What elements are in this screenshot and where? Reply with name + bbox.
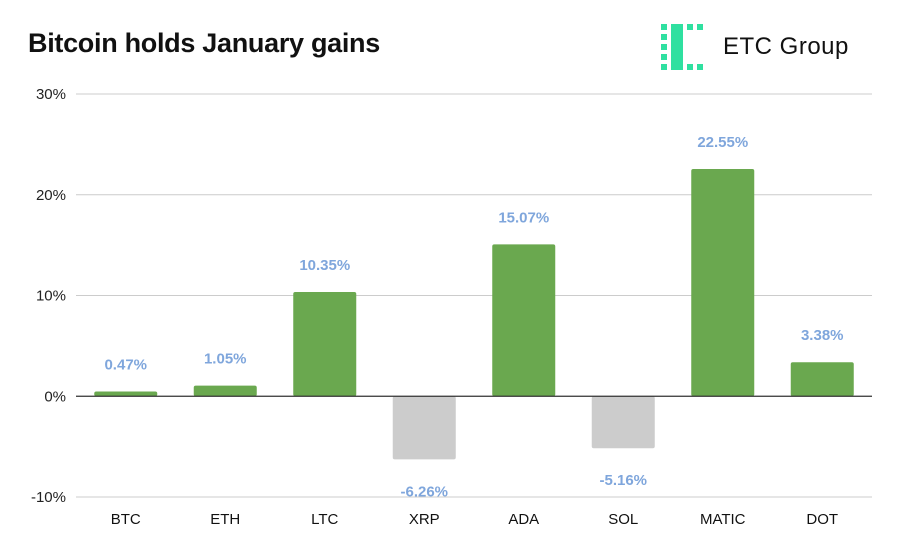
y-tick-label: -10% [31, 489, 66, 506]
x-category-label: LTC [311, 511, 338, 528]
bar-ltc [293, 291, 357, 397]
y-tick-label: 20% [36, 187, 66, 204]
bars [94, 169, 854, 460]
x-category-label: ADA [508, 511, 539, 528]
y-tick-label: 0% [44, 388, 66, 405]
bar-btc [94, 391, 158, 397]
x-category-label: MATIC [700, 511, 746, 528]
bar-matic [691, 169, 755, 397]
data-label-ada: 15.07% [498, 209, 549, 226]
bar-eth [193, 385, 257, 397]
x-category-label: XRP [409, 511, 440, 528]
chart-title: Bitcoin holds January gains [28, 28, 380, 58]
data-label-eth: 1.05% [204, 351, 247, 368]
x-category-label: DOT [806, 511, 838, 528]
x-category-label: ETH [210, 511, 240, 528]
bar-ada [492, 244, 556, 397]
data-label-ltc: 10.35% [299, 257, 350, 274]
bar-xrp [392, 396, 456, 460]
etc-group-logo-icon [661, 24, 703, 70]
data-label-matic: 22.55% [697, 134, 748, 151]
x-category-label: SOL [608, 511, 638, 528]
data-label-btc: 0.47% [104, 357, 147, 374]
x-axis-categories: BTC ETH LTC XRP ADA SOL MATIC DOT [111, 511, 838, 528]
y-tick-label: 30% [36, 86, 66, 103]
data-label-dot: 3.38% [801, 327, 844, 344]
data-label-sol: -5.16% [599, 472, 647, 489]
brand: ETC Group [661, 24, 849, 70]
bar-dot [790, 362, 854, 397]
data-labels: 0.47% 1.05% 10.35% -6.26% 15.07% -5.16% 22.55%… [104, 134, 843, 500]
x-category-label: BTC [111, 511, 141, 528]
y-axis-ticks: 30% 20% 10% 0% -10% [31, 86, 66, 506]
y-tick-label: 10% [36, 288, 66, 305]
data-label-xrp: -6.26% [400, 483, 448, 500]
brand-name: ETC Group [723, 33, 849, 60]
bar-sol [591, 396, 655, 449]
